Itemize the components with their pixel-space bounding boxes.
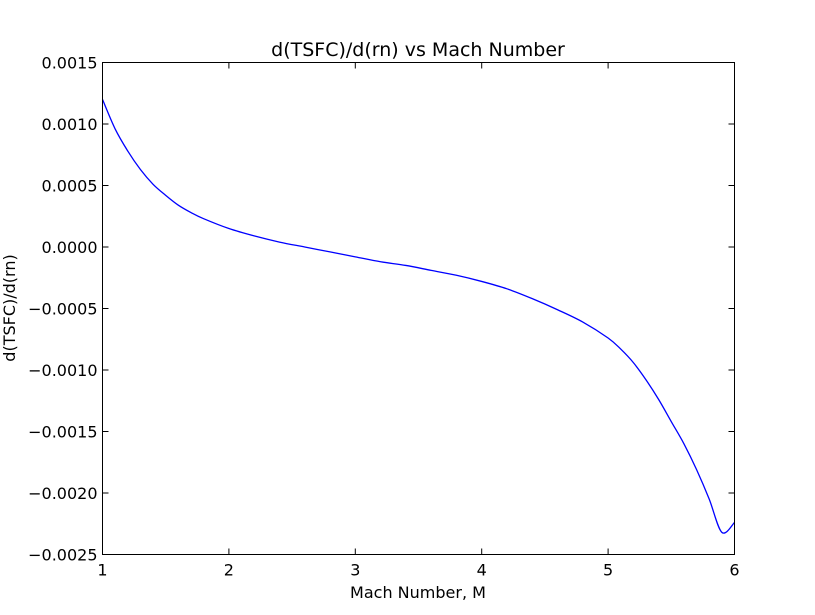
y-tick-label: 0.0015 [42, 54, 98, 73]
x-tick-label: 2 [224, 561, 234, 580]
y-tick-label: −0.0010 [28, 361, 97, 380]
y-tick-label: −0.0025 [28, 546, 97, 565]
y-tick-label: −0.0005 [28, 300, 97, 319]
y-axis-label: d(TSFC)/d(rn) [0, 254, 19, 361]
x-tick-label: 1 [97, 561, 107, 580]
plot-frame [102, 62, 735, 555]
x-axis-label: Mach Number, M [350, 583, 486, 602]
y-tick-label: −0.0020 [28, 484, 97, 503]
axis-ticks: 1 2 3 4 5 6 0.0015 0.0010 0.0005 0.0000 −0.0005 −0.… [28, 54, 739, 580]
x-tick-label: 4 [477, 561, 487, 580]
chart-title: d(TSFC)/d(rn) vs Mach Number [271, 39, 565, 61]
series-group [101, 99, 735, 534]
y-tick-label: 0.0010 [42, 115, 98, 134]
series-line-0 [101, 99, 735, 534]
y-tick-label: −0.0015 [28, 423, 97, 442]
x-tick-label: 3 [350, 561, 360, 580]
x-tick-label: 5 [603, 561, 613, 580]
x-tick-label: 6 [729, 561, 739, 580]
y-tick-label: 0.0000 [42, 238, 98, 257]
y-tick-label: 0.0005 [42, 177, 98, 196]
